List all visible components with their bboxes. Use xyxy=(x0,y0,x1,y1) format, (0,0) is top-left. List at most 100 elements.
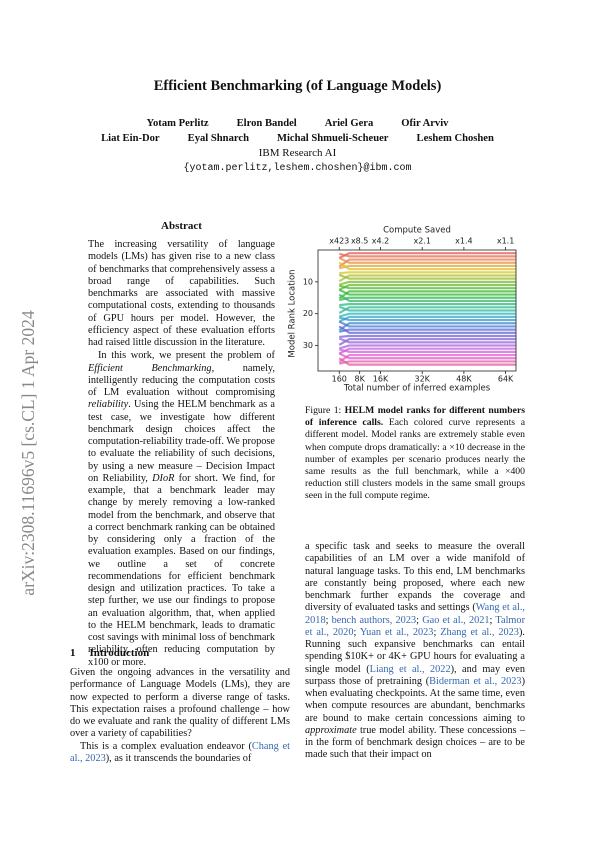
right-column-body: a specific task and seeks to measure the… xyxy=(305,541,525,762)
rank-line xyxy=(338,337,516,344)
chart-title: Compute Saved xyxy=(383,226,451,236)
text-run: true model ability. These concessions – … xyxy=(305,724,525,761)
rank-line xyxy=(338,352,516,360)
rank-line xyxy=(339,264,516,270)
rank-line xyxy=(338,306,516,315)
rank-line xyxy=(338,338,516,346)
rank-line xyxy=(338,325,516,334)
text-run: Each colored curve represents a differen… xyxy=(305,417,525,502)
x-axis-label: Total number of inferred examples xyxy=(343,384,491,394)
rank-line xyxy=(338,312,516,318)
text-run: ), as it transcends the boundaries of xyxy=(105,752,252,764)
text-run: . Using the HELM benchmark as a test cas… xyxy=(88,399,275,484)
y-tick-label: 30 xyxy=(303,341,313,350)
rank-line xyxy=(339,334,516,339)
citation[interactable]: Liang et al., 2022 xyxy=(369,663,451,675)
rank-line xyxy=(338,283,516,291)
section-title: Introduction xyxy=(89,647,150,659)
rank-line xyxy=(338,347,516,355)
paragraph: a specific task and seeks to measure the… xyxy=(305,541,525,762)
section-heading: 1 Introduction xyxy=(70,647,149,659)
rank-line xyxy=(338,288,516,296)
rank-line xyxy=(338,273,516,280)
text-run: for short. We find, for example, that a … xyxy=(88,472,275,668)
author: Eyal Shnarch xyxy=(187,133,249,144)
figure-caption: Figure 1: HELM model ranks for different… xyxy=(305,405,525,503)
rank-line xyxy=(338,305,516,312)
author: Leshem Choshen xyxy=(416,133,494,144)
rank-line xyxy=(338,316,516,322)
citation[interactable]: Gao et al., 2021 xyxy=(422,614,490,626)
rank-line xyxy=(338,252,516,259)
author: Michal Shmueli-Scheuer xyxy=(276,133,389,144)
x-tick-label: 32K xyxy=(414,375,430,384)
introduction-body: Given the ongoing advances in the versat… xyxy=(70,667,290,765)
rank-line xyxy=(338,320,516,328)
text-run: Figure 1: xyxy=(305,405,345,416)
rank-line xyxy=(339,271,516,275)
text-run: ; xyxy=(416,614,423,626)
text-run: ; xyxy=(489,614,496,626)
paragraph: The increasing versatility of language m… xyxy=(88,239,275,349)
rank-line xyxy=(338,280,516,286)
citation[interactable]: bench authors, 2023 xyxy=(331,614,417,626)
author: Liat Ein-Dor xyxy=(101,133,160,144)
emphasis: Efficient Benchmarking xyxy=(88,362,212,374)
text-run: ) when evaluating checkpoints. At the sa… xyxy=(305,675,525,724)
citation[interactable]: Wang et al., 2018 xyxy=(305,602,526,626)
abstract-body: The increasing versatility of language m… xyxy=(88,239,275,669)
x-tick-label: 8K xyxy=(355,375,366,384)
text-run: ; xyxy=(325,614,332,626)
text-run: a specific task and seeks to measure the… xyxy=(305,541,525,614)
affiliation: IBM Research AI xyxy=(258,147,337,159)
author-row: Yotam Perlitz Elron Bandel Ariel Gera Of… xyxy=(0,118,595,129)
author: Ariel Gera xyxy=(324,118,374,129)
paper-title: Efficient Benchmarking (of Language Mode… xyxy=(153,78,442,94)
emphasis: DIoR xyxy=(152,472,175,484)
author: Ofir Arviv xyxy=(401,118,449,129)
paragraph: This is a complex evaluation endeavor (C… xyxy=(70,741,290,766)
y-tick-label: 10 xyxy=(303,277,313,286)
arxiv-sidebar: arXiv:2308.11696v5 [cs.CL] 1 Apr 2024 xyxy=(18,310,38,595)
x-tick-label: 64K xyxy=(498,375,514,384)
rank-line xyxy=(338,261,516,271)
emphasis: approximate xyxy=(305,724,357,736)
x-tick-label: 16K xyxy=(373,375,389,384)
rank-line xyxy=(338,252,516,258)
text-run: ; xyxy=(353,626,360,638)
y-tick-label: 20 xyxy=(303,309,313,318)
x2-tick-label: x423 xyxy=(329,237,349,246)
text-run: The increasing versatility of language m… xyxy=(88,239,275,348)
rank-line xyxy=(339,303,516,307)
x2-tick-label: x2.1 xyxy=(413,237,430,246)
text-run: In this work, we present the problem of xyxy=(98,350,275,362)
text-run: ), and may even surpass those of pretrai… xyxy=(305,663,525,687)
emphasis: reliability xyxy=(88,399,129,411)
rank-line xyxy=(338,293,516,303)
citation[interactable]: Biderman et al., 2023 xyxy=(429,675,522,687)
x-tick-label: 160 xyxy=(332,375,347,384)
text-run: This is a complex evaluation endeavor ( xyxy=(80,740,252,752)
text-run: , namely, intelligently reducing the com… xyxy=(88,362,275,399)
x-tick-label: 48K xyxy=(456,375,472,384)
citation[interactable]: Talmor et al., 2020 xyxy=(305,614,526,638)
citation[interactable]: Yuan et al., 2023 xyxy=(359,626,434,638)
rank-line xyxy=(339,360,516,365)
text-run: ; xyxy=(433,626,441,638)
author: Elron Bandel xyxy=(236,118,297,129)
rank-line xyxy=(338,274,516,283)
bold-text: HELM model ranks for different numbers o… xyxy=(305,405,526,429)
paragraph: In this work, we present the problem of … xyxy=(88,350,275,669)
x2-tick-label: x4.2 xyxy=(372,237,389,246)
rank-line xyxy=(338,256,516,264)
rank-line xyxy=(338,284,516,290)
citation[interactable]: Zhang et al., 2023 xyxy=(440,626,519,638)
x2-tick-label: x8.5 xyxy=(351,237,368,246)
abstract-heading: Abstract xyxy=(161,220,202,232)
rank-line xyxy=(339,296,516,302)
citation[interactable]: Chang et al., 2023 xyxy=(70,740,290,764)
text-run: ). Running such expansive benchmarks can… xyxy=(305,626,525,675)
email: {yotam.perlitz,leshem.choshen}@ibm.com xyxy=(183,163,412,174)
